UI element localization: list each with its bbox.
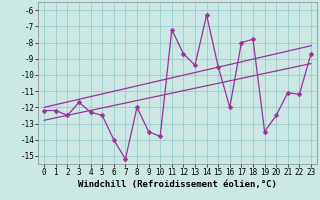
- X-axis label: Windchill (Refroidissement éolien,°C): Windchill (Refroidissement éolien,°C): [78, 180, 277, 189]
